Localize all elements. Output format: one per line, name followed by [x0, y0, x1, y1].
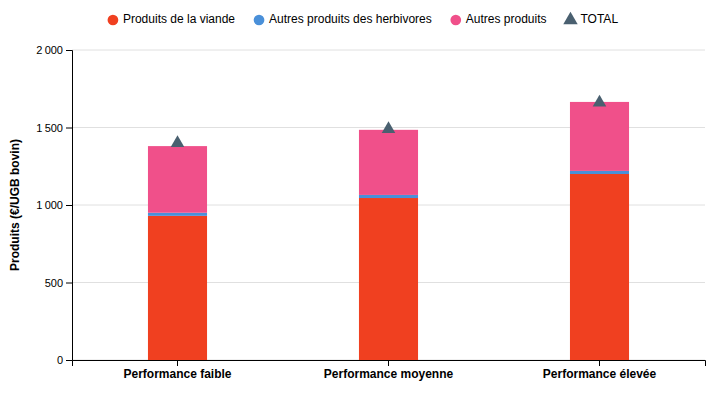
x-tick-label: Performance faible	[123, 367, 231, 381]
y-tick-mark	[66, 205, 72, 206]
legend-item: TOTAL	[563, 12, 618, 26]
bar-series	[148, 174, 629, 360]
point	[382, 121, 396, 133]
marks	[148, 95, 629, 360]
x-axis: Performance faible Performance moyenne Per…	[73, 360, 706, 381]
x-axis-line	[73, 361, 706, 367]
y-tick-mark	[66, 50, 72, 51]
y-tick-mark	[66, 283, 72, 284]
bar	[570, 102, 629, 171]
x-tick: Performance élevée	[543, 360, 657, 381]
y-tick: 1 000	[36, 199, 72, 211]
bar-series	[148, 102, 629, 213]
legend-label: Autres produits des herbivores	[269, 12, 432, 26]
bar	[148, 146, 207, 213]
y-tick: 2 000	[36, 44, 72, 56]
x-tick-mark	[177, 360, 178, 366]
bar	[570, 174, 629, 360]
x-tick-label: Performance moyenne	[324, 367, 454, 381]
legend-symbol	[108, 15, 119, 26]
x-tick-mark	[599, 360, 600, 366]
x-tick: Performance faible	[123, 360, 231, 381]
legend: Produits de la viande Autres produits des…	[108, 12, 619, 26]
x-tick: Performance moyenne	[324, 360, 454, 381]
bar	[148, 216, 207, 360]
legend-symbol	[563, 12, 577, 24]
y-axis-line	[66, 51, 73, 361]
legend-item: Autres produits des herbivores	[254, 12, 432, 26]
point-series	[171, 95, 607, 147]
point	[171, 135, 185, 147]
plot: 05001 0001 5002 000Performance faiblePer…	[36, 44, 705, 381]
y-tick-label: 1 000	[36, 199, 63, 211]
bar	[359, 195, 418, 198]
y-tick: 0	[57, 354, 72, 366]
chart: 05001 0001 5002 000Performance faiblePer…	[0, 0, 725, 400]
y-tick-label: 500	[45, 277, 63, 289]
bar	[359, 198, 418, 360]
y-tick-label: 1 500	[36, 122, 63, 134]
y-tick-label: 0	[57, 354, 63, 366]
point	[593, 95, 607, 107]
x-tick-mark	[388, 360, 389, 366]
legend-item: Produits de la viande	[108, 12, 236, 26]
grid	[72, 50, 705, 360]
legend-item: Autres produits	[450, 12, 546, 26]
y-axis: 0 500 1 000 1 500 2 000	[36, 44, 72, 366]
y-axis-title: Produits (€/UGB bovin)	[8, 139, 22, 271]
legend-label: Autres produits	[466, 12, 547, 26]
bar	[570, 171, 629, 174]
legend-symbol	[254, 15, 265, 26]
y-tick: 500	[45, 277, 72, 289]
legend-symbol	[450, 15, 461, 26]
bar	[148, 213, 207, 216]
y-tick-mark	[66, 360, 72, 361]
y-tick: 1 500	[36, 122, 72, 134]
bar	[359, 130, 418, 195]
y-tick-mark	[66, 128, 72, 129]
legend-label: Produits de la viande	[123, 12, 235, 26]
x-tick-label: Performance élevée	[543, 367, 657, 381]
grid-line	[72, 50, 705, 51]
legend-label: TOTAL	[580, 12, 618, 26]
y-tick-label: 2 000	[36, 44, 63, 56]
